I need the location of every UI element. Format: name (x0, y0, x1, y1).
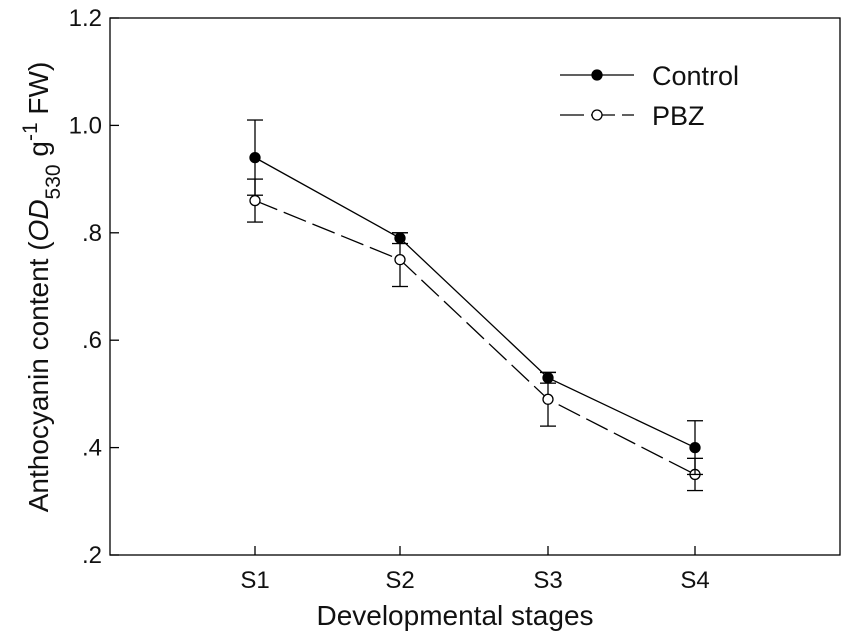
y-tick-label: 1.0 (69, 112, 102, 139)
legend-marker (591, 69, 603, 81)
x-tick-label: S1 (240, 567, 269, 594)
legend-item: PBZ (560, 101, 705, 131)
data-point (542, 393, 554, 405)
legend-label: PBZ (652, 101, 705, 131)
data-point (394, 253, 406, 266)
plot-area: .2 .4 .6 .8 1.0 1.2 S1 S2 S3 S4 (69, 5, 841, 594)
y-tick-label: .2 (82, 542, 102, 569)
x-tick-label: S4 (680, 567, 709, 594)
legend-marker (591, 109, 603, 121)
legend-label: Control (652, 61, 739, 91)
y-tick-label: .8 (82, 220, 102, 247)
series-pbz (247, 178, 703, 492)
series-line (254, 157, 696, 449)
y-axis-label: Anthocyanin content (OD530 g-1 FW) (19, 62, 65, 513)
x-tick-label: S2 (385, 567, 414, 594)
data-point (542, 372, 554, 384)
x-axis: S1 S2 S3 S4 (240, 546, 710, 594)
x-axis-label: Developmental stages (316, 600, 593, 631)
series-line (254, 199, 696, 476)
y-tick-label: .6 (82, 327, 102, 354)
data-point (249, 151, 261, 164)
data-point (394, 232, 406, 244)
data-point (689, 441, 701, 454)
y-axis: .2 .4 .6 .8 1.0 1.2 (69, 5, 119, 569)
x-tick-label: S3 (533, 567, 562, 594)
y-tick-label: .4 (82, 435, 102, 462)
data-point (249, 194, 261, 207)
legend: Control PBZ (560, 61, 739, 131)
plot-frame (109, 17, 841, 556)
y-tick-label: 1.2 (69, 5, 102, 32)
series-layer (247, 119, 703, 492)
legend-item: Control (560, 61, 739, 91)
series-control (247, 119, 703, 476)
